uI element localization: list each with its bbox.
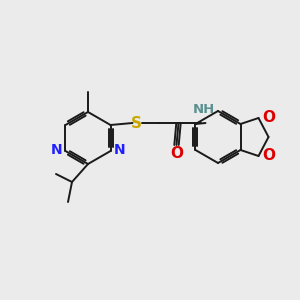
Text: N: N [114,143,126,157]
Text: O: O [170,146,183,161]
Text: NH: NH [192,103,214,116]
Text: O: O [262,110,275,125]
Text: N: N [50,143,62,157]
Text: S: S [131,116,142,130]
Text: O: O [262,148,275,164]
